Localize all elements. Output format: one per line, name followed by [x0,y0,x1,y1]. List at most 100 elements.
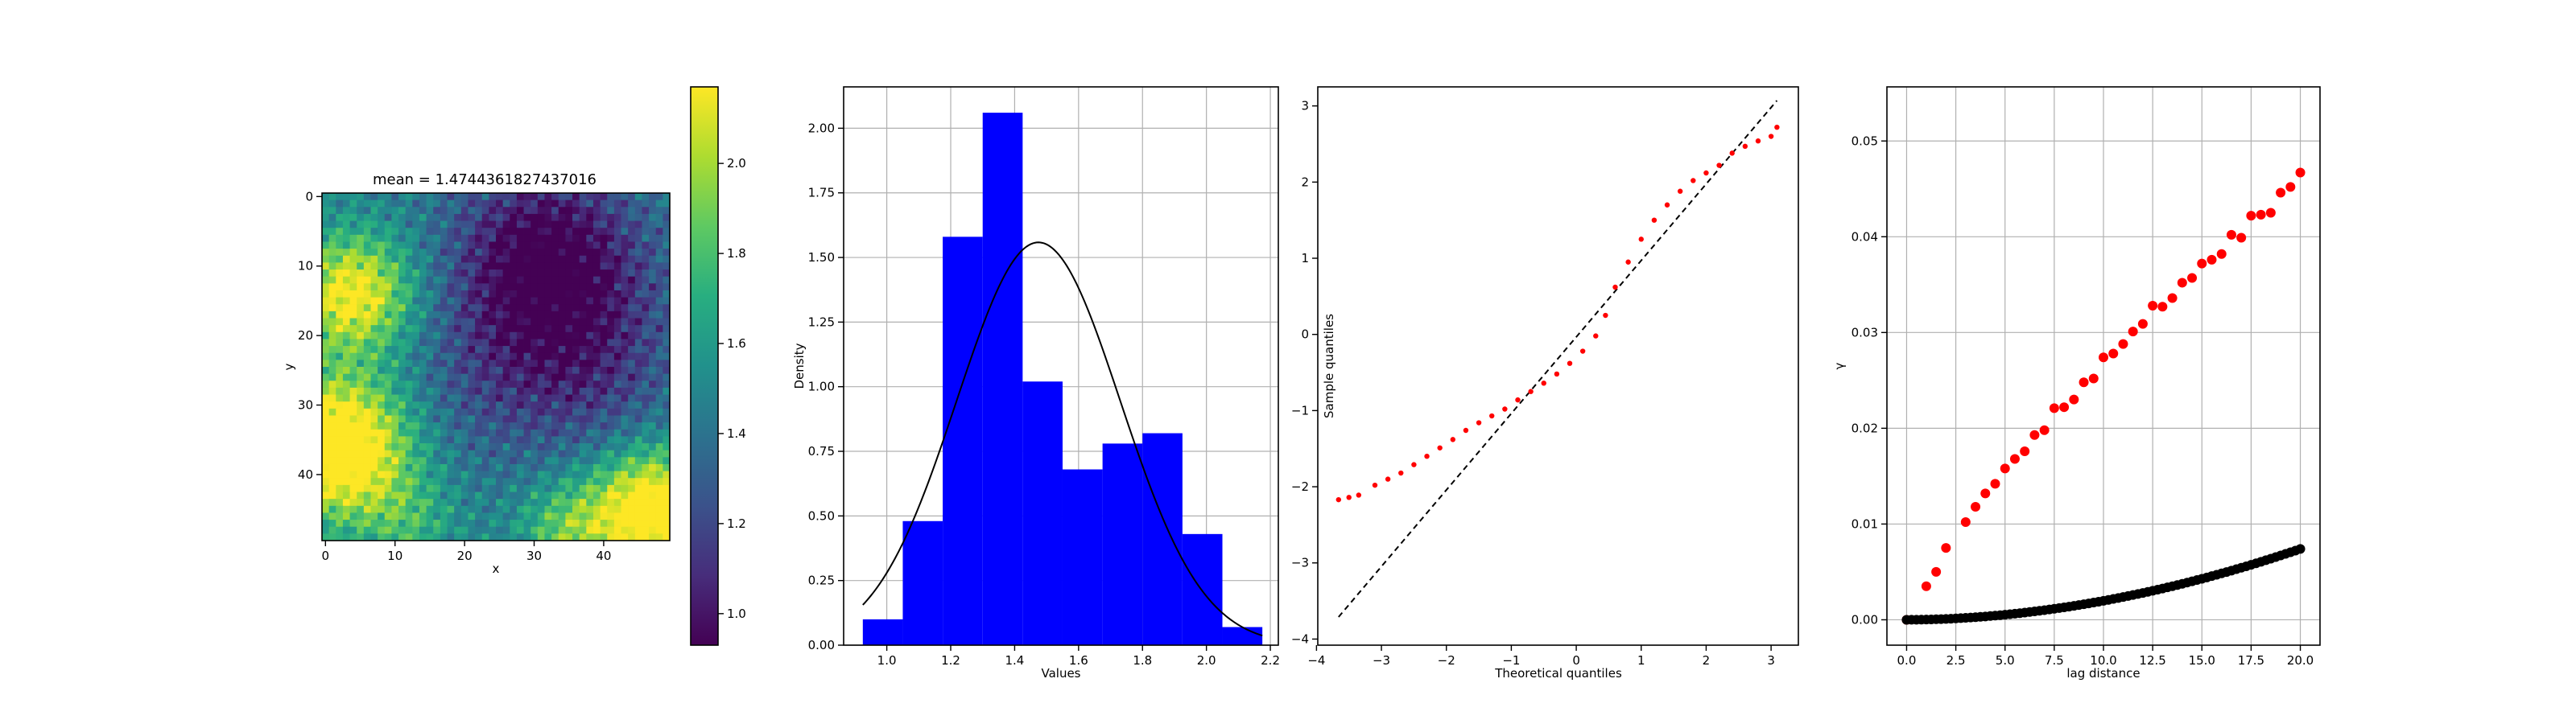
heatmap-cell [454,220,462,228]
heatmap-cell [510,304,518,312]
heatmap-cell [454,276,462,284]
heatmap-cell [628,367,636,375]
heatmap-cell [628,241,636,249]
heatmap-cell [642,387,650,395]
heatmap-cell [621,429,629,437]
heatmap-cell [475,520,483,528]
heatmap-cell [433,492,441,500]
heatmap-cell [649,381,657,389]
heatmap-cell [600,429,608,437]
heatmap-cell [649,207,657,215]
heatmap-cell [363,387,371,395]
heatmap-cell [502,533,510,541]
heatmap-cell [516,373,524,381]
heatmap-cell [572,471,580,479]
heatmap-cell [663,331,671,339]
heatmap-cell [663,367,671,375]
heatmap-cell [621,331,629,339]
heatmap-cell [586,436,594,444]
heatmap-cell [628,297,636,305]
heatmap-cell [621,526,629,534]
heatmap-cell [363,241,371,249]
heatmap-cell [642,526,650,534]
heatmap-cell [655,471,663,479]
heatmap-cell [551,533,559,541]
heatmap-cell [655,325,663,333]
heatmap-cell [454,526,462,534]
heatmap-cell [523,471,531,479]
heatmap-cell [649,346,657,354]
heatmap-cell [391,429,399,437]
heatmap-cell [322,213,330,221]
heatmap-cell [516,471,524,479]
heatmap-cell [412,457,420,465]
heatmap-cell [378,381,386,389]
heatmap-cell [655,207,663,215]
heatmap-cell [447,401,455,409]
heatmap-cell [607,207,615,215]
heatmap-cell [363,526,371,534]
heatmap-cell [544,325,552,333]
heatmap-cell [607,422,615,430]
heatmap-cell [558,193,566,201]
heatmap-cell [516,193,524,201]
heatmap-cell [342,401,350,409]
heatmap-cell [378,255,386,263]
heatmap-cell [468,325,476,333]
heatmap-cell [537,436,545,444]
heatmap-cell [342,255,350,263]
heatmap-cell [537,422,545,430]
heatmap-cell [419,471,427,479]
heatmap-cell [530,401,539,409]
heatmap-cell [551,200,559,208]
heatmap-cell [565,241,573,249]
heatmap-cell [600,283,608,291]
heatmap-cell [391,269,399,278]
heatmap-cell [634,429,642,437]
heatmap-cell [405,471,413,479]
variogram-point-empirical [2197,258,2207,269]
heatmap-cell [384,269,392,278]
colorbar-tick-label: 1.2 [727,516,746,531]
heatmap-cell [460,297,469,305]
heatmap-cell [336,373,344,381]
heatmap-cell [433,339,441,347]
heatmap-cell [357,512,365,520]
heatmap-cell [342,249,350,257]
heatmap-cell [600,394,608,402]
heatmap-cell [496,471,504,479]
heatmap-cell [475,436,483,444]
heatmap-cell [391,422,399,430]
heatmap-cell [558,422,566,430]
heatmap-cell [447,297,455,305]
heatmap-cell [489,220,497,228]
heatmap-cell [649,360,657,368]
heatmap-cell [481,484,489,492]
heatmap-cell [384,311,392,319]
heatmap-cell [349,492,357,500]
heatmap-cell [510,533,518,541]
heatmap-cell [433,241,441,249]
heatmap-cell [642,213,650,221]
heatmap-cell [419,283,427,291]
heatmap-cell [357,262,365,270]
heatmap-cell [349,213,357,221]
heatmap-cell [468,499,476,507]
heatmap-cell [558,367,566,375]
heatmap-cell [634,484,642,492]
heatmap-cell [322,269,330,278]
qq-point [1774,124,1780,130]
heatmap-cell [642,457,650,465]
heatmap-cell [565,360,573,368]
heatmap-cell [537,241,545,249]
heatmap-cell [440,297,448,305]
heatmap-cell [516,505,524,513]
heatmap-cell [551,526,559,534]
heatmap-cell [454,408,462,416]
heatmap-cell [551,471,559,479]
heatmap-cell [433,269,441,278]
variogram-point-empirical [2157,302,2168,312]
heatmap-cell [342,360,350,368]
heatmap-cell [433,429,441,437]
heatmap-cell [628,387,636,395]
